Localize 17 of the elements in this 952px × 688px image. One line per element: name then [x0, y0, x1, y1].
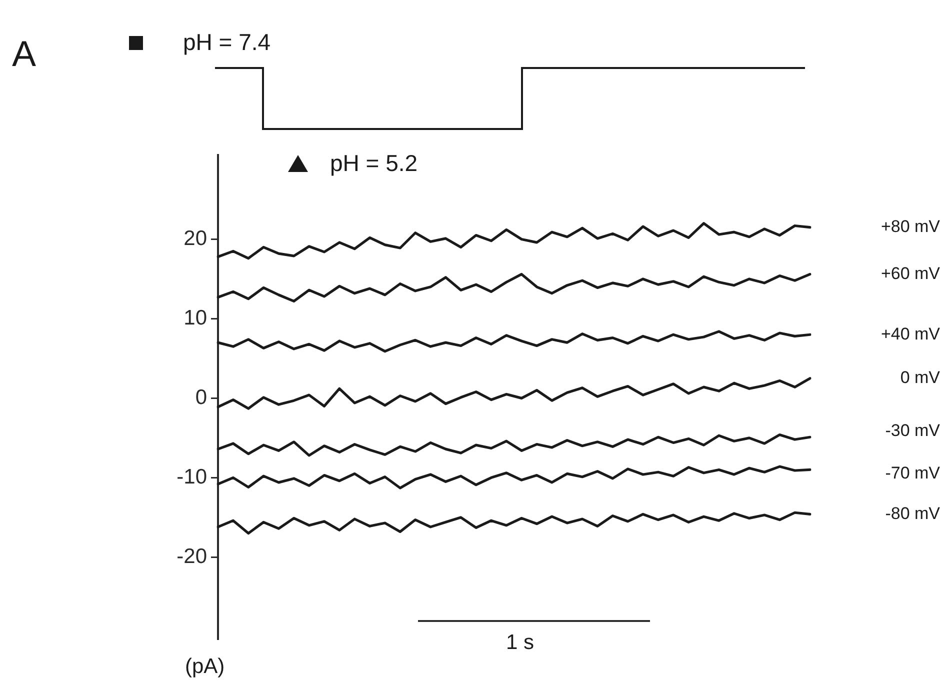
- y-tick-label: 10: [184, 306, 207, 330]
- text: -80 mV: [885, 504, 941, 523]
- text: -30 mV: [885, 420, 941, 440]
- y-tick-label: -20: [176, 544, 207, 568]
- text: +60 mV: [880, 264, 941, 283]
- text: pH = 7.4: [183, 29, 271, 55]
- y-tick-label: 20: [184, 227, 207, 250]
- annotation: pH = 5.2: [330, 150, 418, 176]
- text: +80 mV: [880, 217, 941, 236]
- annotation: 1 s: [506, 631, 534, 654]
- text: -70 mV: [885, 463, 941, 482]
- text: A: [12, 33, 36, 74]
- text: +40 mV: [880, 324, 941, 344]
- text: 0 mV: [900, 368, 941, 388]
- y-axis-title: (pA): [185, 655, 225, 678]
- y-tick-label: 0: [195, 386, 207, 409]
- y-tick-label: -10: [176, 465, 207, 488]
